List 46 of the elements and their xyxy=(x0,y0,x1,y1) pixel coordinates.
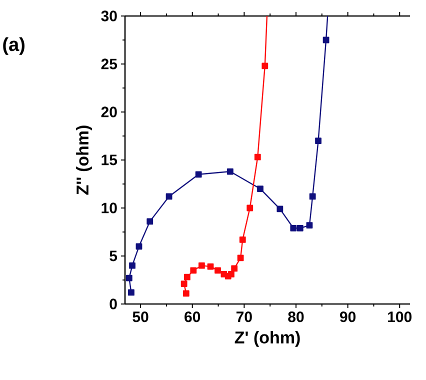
point xyxy=(276,206,284,212)
point xyxy=(257,186,264,192)
point xyxy=(309,193,316,200)
y-tick-label: 0 xyxy=(110,298,117,310)
point xyxy=(228,271,234,278)
point xyxy=(296,224,304,232)
x-tick-label: 70 xyxy=(236,312,252,322)
y-tick-label: 20 xyxy=(101,106,117,118)
point xyxy=(237,254,244,262)
x-axis-title: Z' (ohm) xyxy=(234,331,300,347)
point xyxy=(306,222,313,228)
point xyxy=(239,236,246,243)
point xyxy=(290,224,297,232)
point xyxy=(198,262,205,269)
point xyxy=(254,154,261,160)
y-tick-label: 5 xyxy=(110,250,118,262)
point xyxy=(190,267,197,274)
point xyxy=(207,263,214,270)
x-tick-label: 90 xyxy=(340,312,356,322)
point xyxy=(166,193,172,200)
point xyxy=(262,62,268,70)
point xyxy=(180,280,188,288)
y-tick-label: 30 xyxy=(101,10,117,22)
y-tick-label: 10 xyxy=(102,202,117,214)
point xyxy=(226,168,234,175)
point xyxy=(322,36,330,44)
y-tick-label: 15 xyxy=(102,154,118,166)
y-axis-title: Z'' (ohm) xyxy=(76,126,92,195)
y-tick-label: 25 xyxy=(101,58,118,70)
point xyxy=(128,289,134,296)
point xyxy=(136,243,142,250)
point xyxy=(129,262,136,269)
point xyxy=(315,138,322,144)
text: (a) xyxy=(3,37,24,55)
point xyxy=(146,218,154,225)
point xyxy=(184,274,190,280)
x-tick-label: 80 xyxy=(288,312,304,322)
point xyxy=(195,171,202,178)
x-tick-label: 60 xyxy=(184,312,200,322)
point xyxy=(126,274,132,282)
x-tick-label: 50 xyxy=(132,312,148,322)
x-tick-label: 100 xyxy=(388,312,412,322)
point xyxy=(246,204,254,212)
point xyxy=(231,265,238,272)
point xyxy=(182,290,190,297)
point xyxy=(214,267,221,274)
